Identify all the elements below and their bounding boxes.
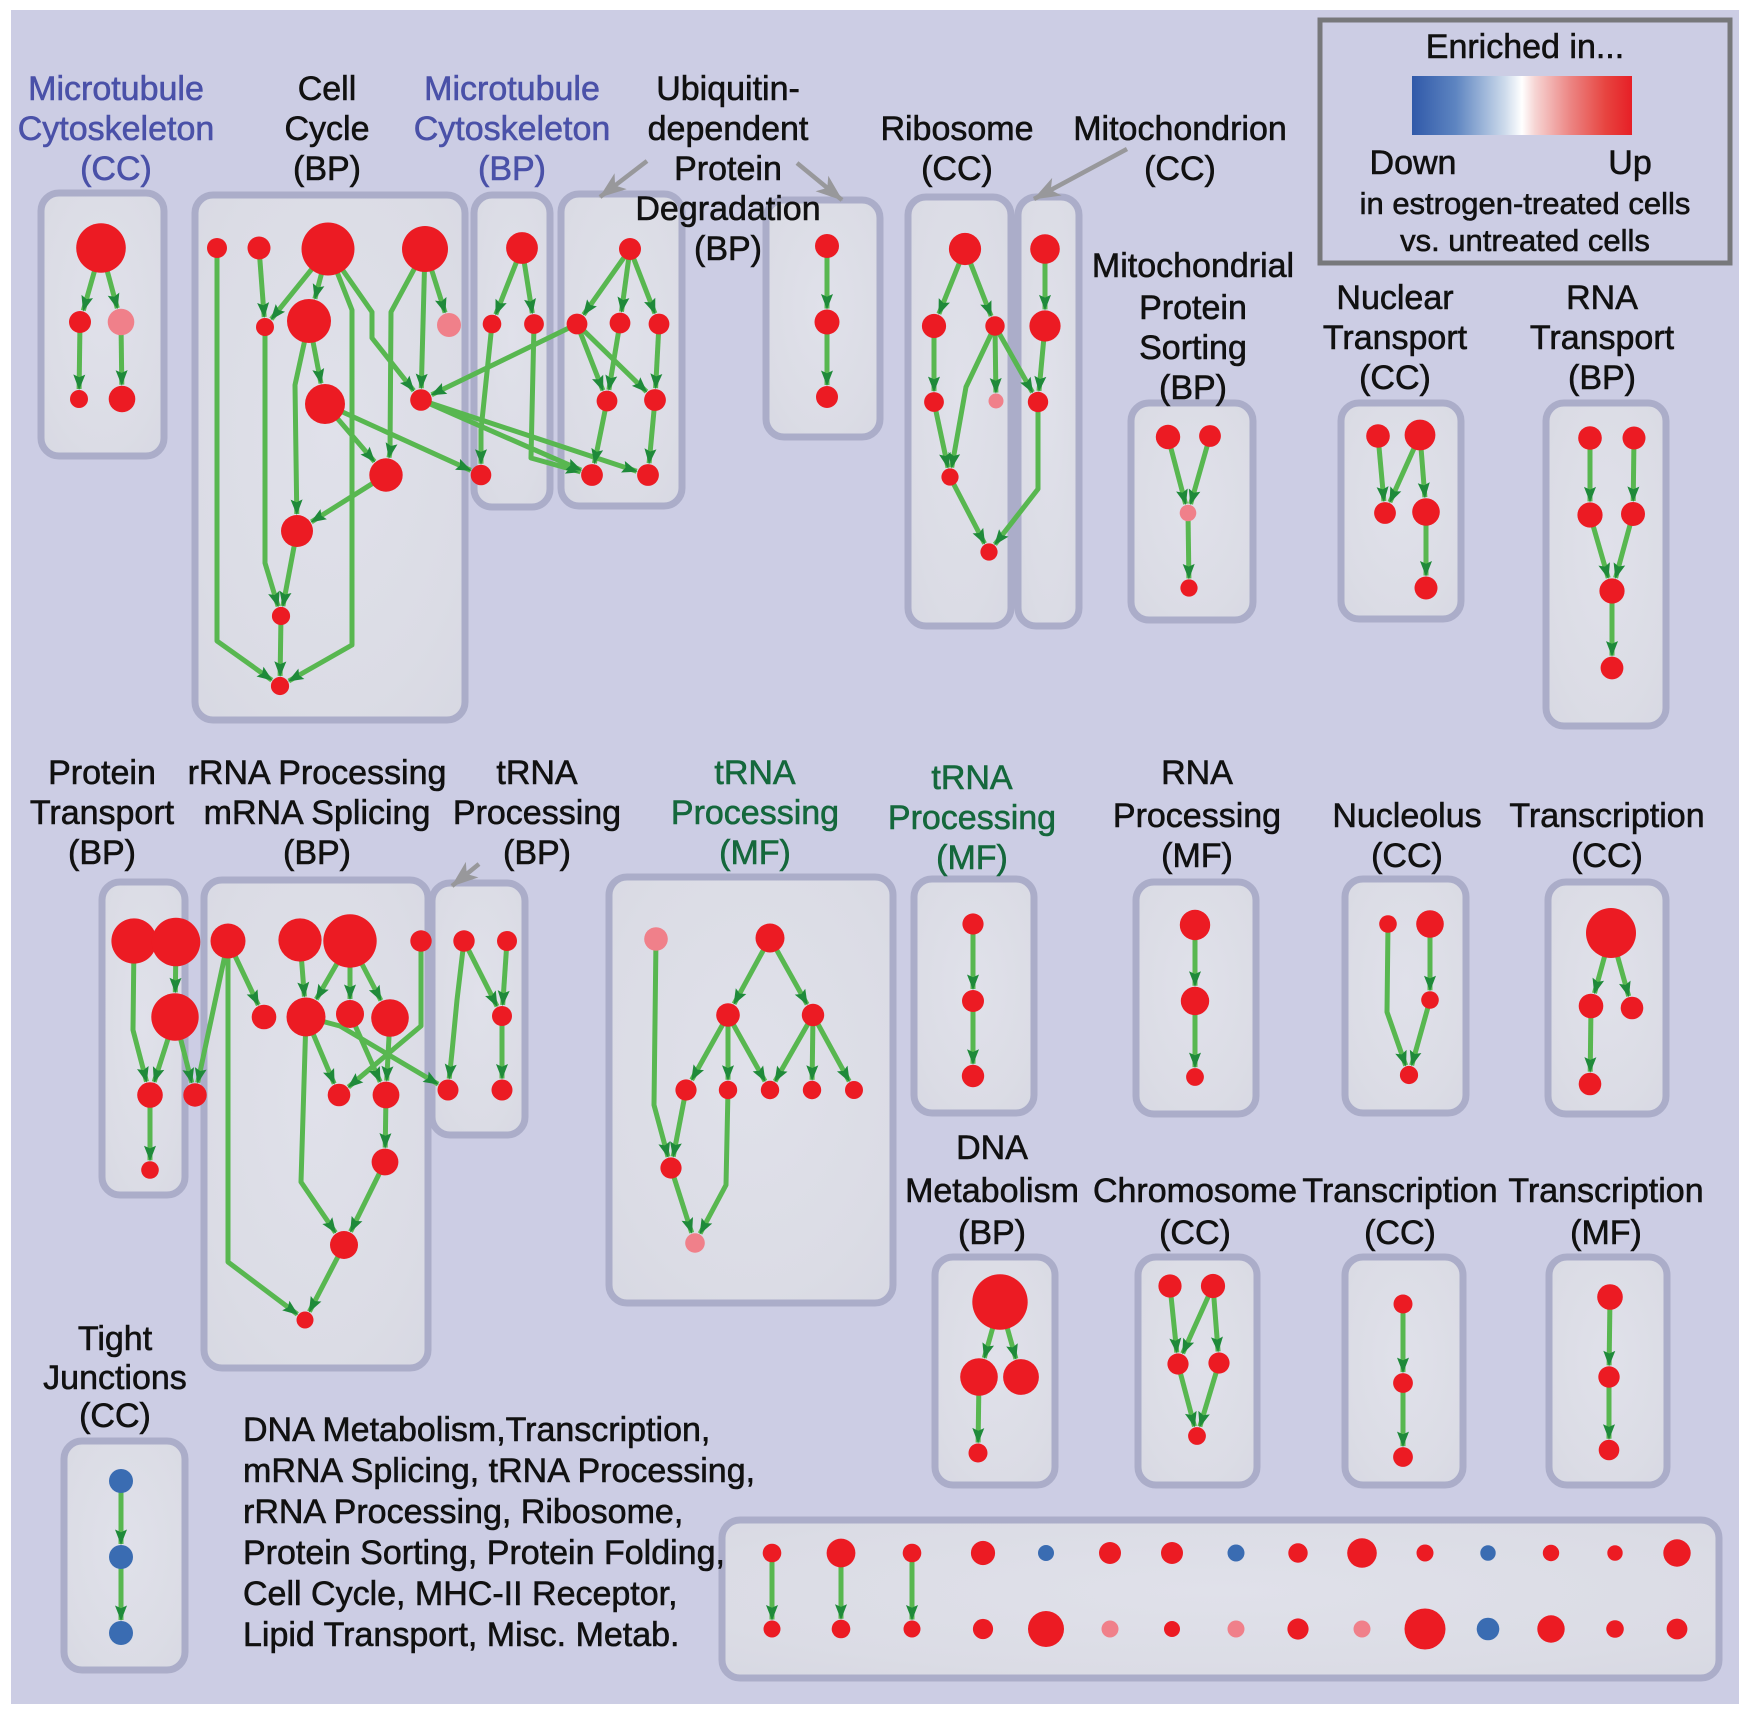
svg-text:(BP): (BP) [68, 834, 136, 872]
svg-text:vs. untreated cells: vs. untreated cells [1400, 223, 1650, 258]
svg-text:Chromosome: Chromosome [1093, 1172, 1297, 1210]
svg-text:Mitochondrial: Mitochondrial [1092, 247, 1294, 285]
svg-text:(BP): (BP) [1568, 359, 1636, 397]
svg-text:(CC): (CC) [1571, 837, 1643, 875]
svg-text:Protein: Protein [1139, 289, 1247, 327]
svg-text:Nuclear: Nuclear [1336, 279, 1453, 317]
svg-text:(CC): (CC) [1144, 150, 1216, 188]
svg-text:Processing: Processing [671, 794, 839, 832]
svg-text:tRNA: tRNA [714, 754, 796, 792]
svg-text:Degradation: Degradation [635, 190, 820, 228]
svg-text:(BP): (BP) [293, 150, 361, 188]
svg-text:(CC): (CC) [1371, 837, 1443, 875]
svg-text:mRNA Splicing, tRNA Processing: mRNA Splicing, tRNA Processing, [243, 1452, 755, 1490]
svg-text:rRNA Processing: rRNA Processing [188, 754, 447, 792]
svg-text:(CC): (CC) [79, 1397, 151, 1435]
svg-text:(MF): (MF) [1570, 1214, 1642, 1252]
svg-text:Ubiquitin-: Ubiquitin- [656, 70, 800, 108]
svg-text:Metabolism: Metabolism [905, 1172, 1079, 1210]
svg-text:Protein Sorting, Protein Foldi: Protein Sorting, Protein Folding, [243, 1534, 725, 1572]
svg-text:Cell: Cell [298, 70, 357, 108]
svg-text:Enriched in...: Enriched in... [1426, 28, 1624, 66]
svg-text:Transcription: Transcription [1509, 797, 1704, 835]
svg-text:(MF): (MF) [936, 839, 1008, 877]
svg-text:Cell Cycle, MHC-II Receptor,: Cell Cycle, MHC-II Receptor, [243, 1575, 678, 1613]
svg-text:Microtubule: Microtubule [28, 70, 204, 108]
svg-text:Transport: Transport [1530, 319, 1675, 357]
svg-text:Protein: Protein [674, 150, 782, 188]
svg-text:(CC): (CC) [1364, 1214, 1436, 1252]
svg-text:Transcription: Transcription [1302, 1172, 1497, 1210]
svg-text:DNA Metabolism,Transcription,: DNA Metabolism,Transcription, [243, 1411, 710, 1449]
svg-text:Sorting: Sorting [1139, 329, 1247, 367]
svg-text:Junctions: Junctions [43, 1359, 187, 1397]
svg-text:Tight: Tight [78, 1320, 153, 1358]
svg-text:tRNA: tRNA [496, 754, 578, 792]
svg-text:Microtubule: Microtubule [424, 70, 600, 108]
svg-text:Up: Up [1608, 144, 1651, 182]
svg-text:tRNA: tRNA [931, 759, 1013, 797]
svg-text:(CC): (CC) [80, 150, 152, 188]
svg-text:in estrogen-treated cells: in estrogen-treated cells [1360, 186, 1691, 221]
svg-text:Processing: Processing [453, 794, 621, 832]
svg-text:(BP): (BP) [958, 1214, 1026, 1252]
svg-text:Processing: Processing [1113, 797, 1281, 835]
svg-text:Cytoskeleton: Cytoskeleton [414, 110, 611, 148]
svg-text:Lipid Transport, Misc. Metab.: Lipid Transport, Misc. Metab. [243, 1616, 680, 1654]
svg-text:Cycle: Cycle [284, 110, 369, 148]
svg-text:Nucleolus: Nucleolus [1332, 797, 1481, 835]
svg-text:(BP): (BP) [503, 834, 571, 872]
svg-text:(BP): (BP) [1159, 369, 1227, 407]
svg-text:(CC): (CC) [921, 150, 993, 188]
svg-text:DNA: DNA [956, 1129, 1028, 1167]
svg-text:Transcription: Transcription [1508, 1172, 1703, 1210]
svg-text:dependent: dependent [648, 110, 809, 148]
svg-text:mRNA Splicing: mRNA Splicing [204, 794, 431, 832]
svg-text:Transport: Transport [30, 794, 175, 832]
svg-text:Processing: Processing [888, 799, 1056, 837]
svg-text:(BP): (BP) [283, 834, 351, 872]
svg-text:(BP): (BP) [694, 230, 762, 268]
svg-text:Down: Down [1370, 144, 1457, 182]
svg-text:Ribosome: Ribosome [880, 110, 1033, 148]
svg-text:(MF): (MF) [719, 834, 791, 872]
svg-text:Mitochondrion: Mitochondrion [1073, 110, 1287, 148]
svg-text:(BP): (BP) [478, 150, 546, 188]
svg-text:Cytoskeleton: Cytoskeleton [18, 110, 215, 148]
svg-text:RNA: RNA [1161, 754, 1233, 792]
svg-text:(MF): (MF) [1161, 837, 1233, 875]
svg-text:Transport: Transport [1323, 319, 1468, 357]
svg-text:(CC): (CC) [1159, 1214, 1231, 1252]
svg-text:Protein: Protein [48, 754, 156, 792]
svg-text:rRNA Processing, Ribosome,: rRNA Processing, Ribosome, [243, 1493, 683, 1531]
svg-text:(CC): (CC) [1359, 359, 1431, 397]
svg-text:RNA: RNA [1566, 279, 1638, 317]
